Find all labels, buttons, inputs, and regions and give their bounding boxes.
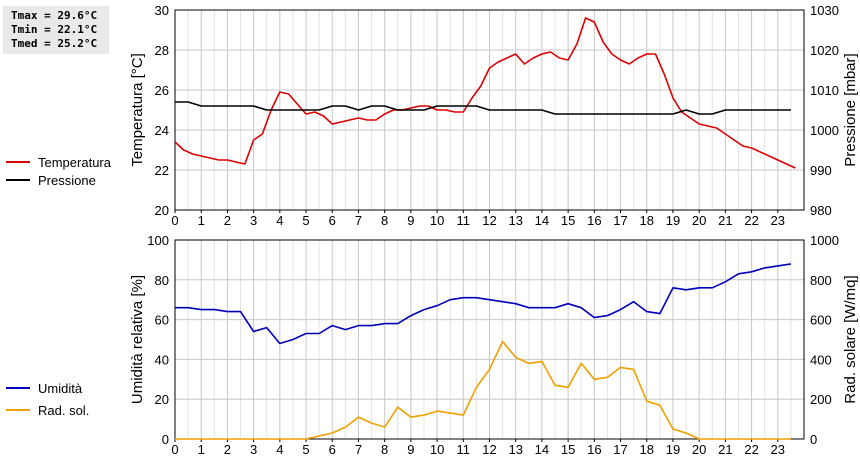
y-tick-label: 20 [155, 203, 169, 218]
y-tick-label: 100 [147, 233, 169, 248]
y2-tick-label: 200 [810, 392, 832, 407]
x-tick-label: 14 [535, 213, 549, 228]
x-tick-label: 5 [302, 442, 309, 457]
x-tick-label: 15 [561, 213, 575, 228]
x-tick-label: 21 [718, 213, 732, 228]
x-tick-label: 8 [381, 442, 388, 457]
x-tick-label: 4 [276, 213, 283, 228]
x-tick-label: 3 [250, 442, 257, 457]
x-tick-label: 22 [744, 213, 758, 228]
x-tick-label: 5 [302, 213, 309, 228]
legend-label-rad-sol: Rad. sol. [38, 403, 89, 418]
x-tick-label: 11 [457, 213, 471, 228]
x-tick-label: 12 [482, 213, 496, 228]
x-tick-label: 9 [407, 442, 414, 457]
x-tick-label: 17 [613, 213, 627, 228]
y-tick-label: 0 [162, 432, 169, 447]
y-tick-label: 26 [155, 83, 169, 98]
x-tick-label: 14 [535, 442, 549, 457]
x-tick-label: 19 [666, 213, 680, 228]
x-tick-label: 13 [508, 213, 522, 228]
y-tick-label: 60 [155, 313, 169, 328]
x-tick-label: 10 [430, 213, 444, 228]
series-line-temperatura [174, 17, 796, 169]
chart-panel-2: 0 1 2 3 4 5 6 7 8 9 10 11 12 13 14 15 16 17 18 19 20 21 22 2302… [6, 233, 859, 457]
x-tick-label: 7 [355, 442, 362, 457]
x-tick-label: 0 [171, 213, 178, 228]
y-tick-label: 22 [155, 163, 169, 178]
stat-tmed: Tmed = 25.2°C [11, 37, 98, 50]
y-axis-title: Temperatura [°C] [129, 53, 146, 167]
stat-tmax: Tmax = 29.6°C [11, 9, 98, 22]
series-line-umidit [175, 263, 792, 345]
x-tick-label: 16 [587, 213, 601, 228]
plot-frame [174, 239, 805, 440]
y2-tick-label: 800 [810, 273, 832, 288]
x-tick-label: 2 [224, 213, 231, 228]
x-tick-label: 3 [250, 213, 257, 228]
x-tick-label: 15 [561, 442, 575, 457]
y2-tick-label: 1000 [810, 233, 839, 248]
y2-tick-label: 1010 [810, 83, 839, 98]
x-tick-label: 11 [457, 442, 471, 457]
y2-tick-label: 1000 [810, 123, 839, 138]
x-tick-label: 20 [692, 213, 706, 228]
x-tick-label: 1 [198, 213, 205, 228]
plot-frame [174, 9, 805, 211]
y-tick-label: 30 [155, 3, 169, 18]
y2-tick-label: 1030 [810, 3, 839, 18]
x-tick-label: 23 [771, 442, 785, 457]
x-tick-label: 4 [276, 442, 283, 457]
stat-tmin: Tmin = 22.1°C [11, 23, 98, 36]
y-tick-label: 40 [155, 352, 169, 367]
x-tick-label: 0 [171, 442, 178, 457]
y2-tick-label: 400 [810, 352, 832, 367]
x-tick-label: 17 [613, 442, 627, 457]
x-tick-label: 10 [430, 442, 444, 457]
x-tick-label: 6 [329, 213, 336, 228]
x-tick-label: 1 [198, 442, 205, 457]
y-axis-title: Umidità relativa [%] [129, 275, 146, 404]
x-tick-label: 20 [692, 442, 706, 457]
x-tick-label: 9 [407, 213, 414, 228]
legend-label-umidit: Umidità [38, 381, 83, 396]
x-tick-label: 23 [771, 213, 785, 228]
y2-tick-label: 990 [810, 163, 832, 178]
y2-tick-label: 1020 [810, 43, 839, 58]
x-tick-label: 21 [718, 442, 732, 457]
x-tick-label: 8 [381, 213, 388, 228]
x-tick-label: 7 [355, 213, 362, 228]
x-tick-label: 18 [640, 213, 654, 228]
x-tick-label: 12 [482, 442, 496, 457]
legend-label-temperatura: Temperatura [38, 155, 112, 170]
x-tick-label: 16 [587, 442, 601, 457]
x-tick-label: 13 [508, 442, 522, 457]
y-tick-label: 24 [155, 123, 169, 138]
x-tick-label: 6 [329, 442, 336, 457]
y2-axis-title: Pressione [mbar] [842, 53, 859, 166]
x-tick-label: 18 [640, 442, 654, 457]
y2-tick-label: 980 [810, 203, 832, 218]
series-line-rad-sol [175, 340, 791, 440]
x-tick-label: 19 [666, 442, 680, 457]
x-tick-label: 22 [744, 442, 758, 457]
legend-label-pressione: Pressione [38, 173, 96, 188]
y-tick-label: 20 [155, 392, 169, 407]
y2-axis-title: Rad. solare [W/mq] [842, 275, 859, 403]
y-tick-label: 28 [155, 43, 169, 58]
y2-tick-label: 0 [810, 432, 817, 447]
stats-box: Tmax = 29.6°C Tmin = 22.1°C Tmed = 25.2°… [3, 6, 109, 54]
x-tick-label: 2 [224, 442, 231, 457]
y-tick-label: 80 [155, 273, 169, 288]
series-line-pressione [175, 101, 791, 115]
chart-panel-1: 0 1 2 3 4 5 6 7 8 9 10 11 12 13 14 15 16 17 18 19 20 21 22 2320… [6, 3, 859, 228]
y2-tick-label: 600 [810, 313, 832, 328]
